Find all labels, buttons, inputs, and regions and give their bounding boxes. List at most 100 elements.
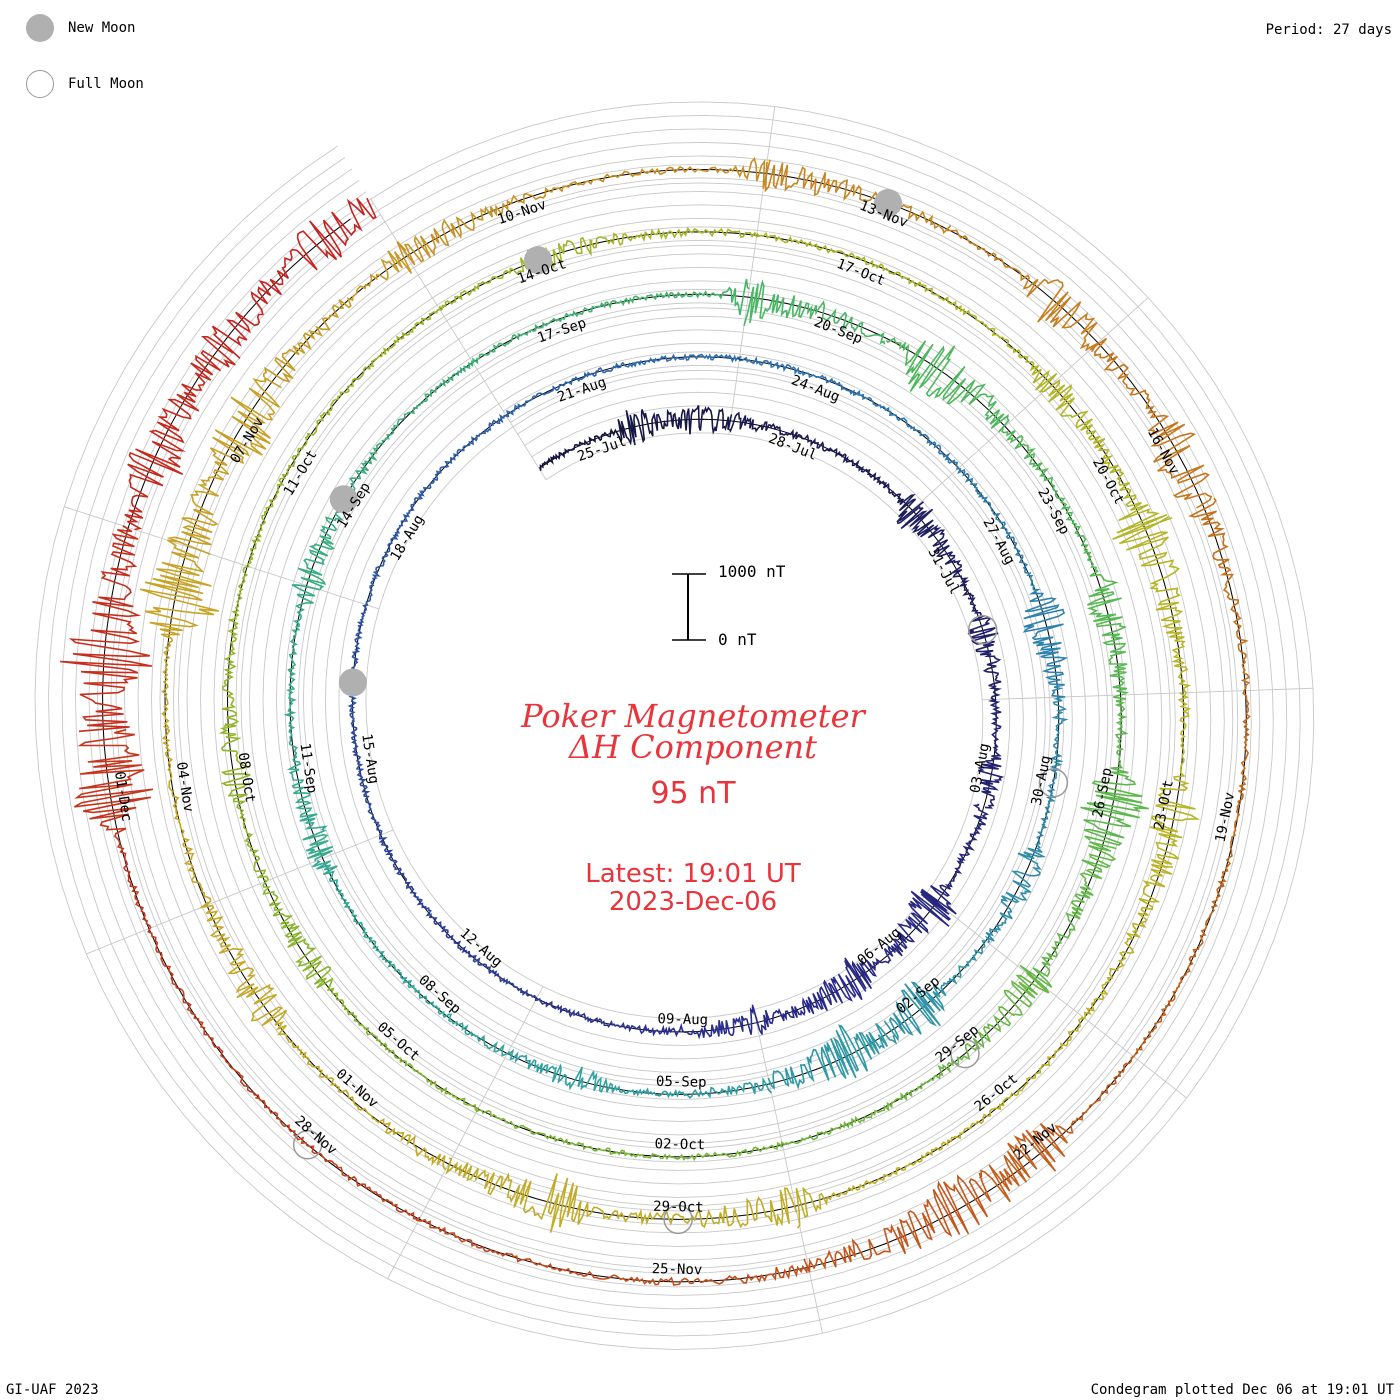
grid-ring (48, 114, 1301, 1337)
moon-markers (292, 189, 1069, 1235)
trace-segment (396, 180, 581, 266)
trace-segment (896, 505, 975, 598)
trace-segment (977, 698, 1005, 809)
trace-segment (743, 279, 886, 345)
trace-segment (625, 1141, 784, 1162)
trace-segment (246, 419, 323, 567)
date-label: 11-Sep (296, 742, 319, 794)
trace-segment (166, 376, 282, 555)
baseline-line (102, 168, 1247, 1283)
grid-spoke (64, 506, 380, 610)
new-moon-marker (524, 246, 553, 275)
scale-bottom-label: 0 nT (718, 630, 757, 649)
grid-ring (61, 128, 1288, 1323)
grid-spoke (753, 1009, 823, 1334)
trace-segment (74, 728, 154, 929)
date-label: 01-Dec (111, 770, 134, 822)
trace-segment (885, 337, 1010, 433)
baseline-spiral (102, 168, 1247, 1283)
trace-segment (368, 360, 474, 462)
trace-segment (635, 1076, 772, 1099)
trace-segment (921, 972, 1049, 1086)
trace-segment (507, 1048, 637, 1096)
trace-segment (474, 1108, 629, 1157)
trace-segment (589, 226, 760, 249)
legend-new-moon-label: New Moon (68, 20, 136, 36)
trace-segment (60, 525, 153, 733)
trace-segment (439, 236, 593, 312)
trace-segment (1019, 841, 1117, 994)
trace-segment (286, 723, 334, 862)
current-value: 95 nT (650, 776, 736, 811)
trace-segment (283, 584, 320, 725)
chart-subtitle: ΔH Component (568, 728, 818, 766)
trace-segment (262, 241, 413, 383)
date-label: 02-Oct (654, 1136, 705, 1153)
date-label: 05-Sep (656, 1074, 707, 1091)
grid-ring (34, 101, 1315, 1350)
trace-segment (1043, 379, 1173, 540)
trace-segment (365, 495, 421, 606)
full-moon-icon (26, 70, 54, 98)
trace-segment (795, 1136, 957, 1229)
trace-segment (398, 971, 508, 1057)
trace-segment (616, 353, 742, 369)
trace-segment (221, 563, 250, 728)
grid-spoke (86, 829, 394, 955)
new-moon-marker (873, 189, 902, 218)
delta-h-trace (60, 157, 1251, 1287)
trace-segment (350, 719, 383, 835)
new-moon-marker (338, 668, 367, 697)
full-moon-marker (967, 614, 998, 645)
scale-top-label: 1000 nT (718, 562, 786, 581)
trace-segment (616, 1187, 798, 1229)
trace-segment (827, 447, 925, 523)
full-moon-marker (1038, 768, 1069, 798)
trace-segment (1188, 497, 1251, 694)
trace-segment (780, 1083, 924, 1148)
trace-segment (984, 823, 1048, 944)
date-label: 25-Nov (652, 1261, 703, 1278)
date-label: 20-Sep (812, 314, 865, 347)
trace-segment (506, 362, 620, 418)
grid-spoke (901, 297, 1149, 520)
trace-segment (751, 960, 867, 1035)
trace-segment (301, 1055, 447, 1171)
full-moon-marker (663, 1204, 693, 1235)
trace-segment (738, 356, 861, 396)
trace-segment (139, 539, 220, 729)
trace-segment (915, 281, 1060, 393)
trace-segment (957, 467, 1029, 574)
trace-segment (920, 803, 990, 915)
trace-segment (945, 228, 1099, 353)
trace-segment (534, 996, 646, 1035)
trace-segment (625, 405, 733, 446)
grid-spoke (728, 106, 776, 435)
legend-full-moon: Full Moon (26, 70, 144, 98)
legend-full-moon-label: Full Moon (68, 76, 144, 92)
trace-segment (953, 1016, 1084, 1140)
trace-segment (297, 459, 373, 590)
trace-segment (378, 833, 446, 931)
trace-segment (978, 1055, 1134, 1203)
grid-spoke (982, 687, 1313, 701)
trace-segment (472, 301, 605, 365)
date-label: 29-Oct (653, 1199, 704, 1216)
trace-segment (262, 879, 355, 1016)
grid-ring (88, 155, 1261, 1296)
trace-segment (603, 278, 750, 316)
trace-segment (350, 1012, 479, 1111)
grid-ring (115, 182, 1234, 1269)
trace-segment (1130, 882, 1225, 1059)
trace-segment (124, 336, 236, 531)
trace-segment (1089, 337, 1213, 509)
full-moon-marker (950, 1038, 980, 1069)
trace-segment (147, 927, 260, 1099)
trace-segment (218, 723, 269, 881)
trace-segment (441, 929, 538, 999)
full-moon-marker (292, 1129, 323, 1160)
chart-title: Poker Magnetometer (521, 697, 865, 735)
trace-segment (318, 305, 441, 422)
date-label: 15-Aug (358, 733, 381, 785)
